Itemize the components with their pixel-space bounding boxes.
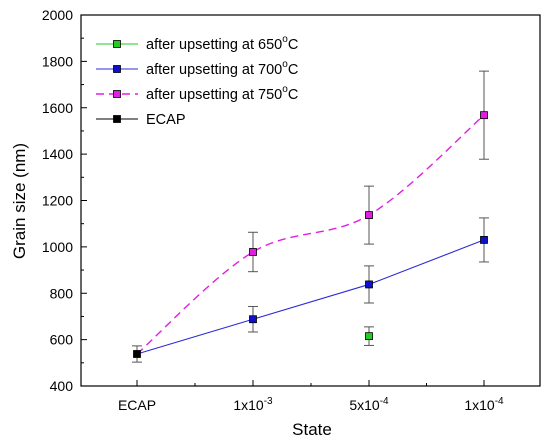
- legend: after upsetting at 650oC after upsetting …: [96, 34, 298, 128]
- x-tick-label: 5x10-4: [349, 396, 389, 413]
- x-tick-label: ECAP: [118, 397, 156, 413]
- data-point: [365, 332, 373, 341]
- data-markers: [133, 111, 488, 358]
- y-axis: 400 600 800 1000 1200 1400 1600 1800 2000: [42, 7, 87, 394]
- x-tick-label: 1x10-4: [464, 396, 504, 413]
- data-point: [365, 211, 373, 220]
- legend-label: after upsetting at 750oC: [146, 84, 298, 103]
- legend-marker: [113, 65, 121, 73]
- data-point: [249, 248, 257, 256]
- series-line: [136, 239, 485, 355]
- data-point: [133, 350, 141, 358]
- legend-marker: [113, 90, 121, 98]
- y-tick-label: 1400: [42, 146, 73, 162]
- x-axis: ECAP 1x10-3 5x10-4 1x10-4: [118, 380, 504, 413]
- legend-label: after upsetting at 650oC: [146, 34, 298, 53]
- x-tick-label: 1x10-3: [233, 396, 273, 413]
- legend-marker: [113, 115, 121, 123]
- legend-label: after upsetting at 700oC: [146, 59, 298, 78]
- data-point: [249, 315, 257, 324]
- y-tick-label: 1800: [42, 53, 73, 69]
- x-axis-title: State: [292, 420, 332, 439]
- data-point: [480, 236, 488, 244]
- data-point: [365, 280, 373, 289]
- y-tick-label: 400: [50, 378, 74, 394]
- y-tick-label: 1600: [42, 100, 73, 116]
- error-bars: [132, 70, 489, 363]
- series-lines: [136, 114, 485, 355]
- legend-label: ECAP: [146, 112, 186, 128]
- y-tick-label: 1000: [42, 239, 73, 255]
- y-tick-label: 1200: [42, 193, 73, 209]
- y-tick-label: 600: [50, 332, 74, 348]
- legend-marker: [113, 40, 121, 48]
- y-axis-title: Grain size (nm): [10, 143, 29, 259]
- y-tick-label: 800: [50, 285, 74, 301]
- data-point: [480, 111, 488, 120]
- y-tick-label: 2000: [42, 7, 73, 23]
- series-line: [136, 114, 485, 355]
